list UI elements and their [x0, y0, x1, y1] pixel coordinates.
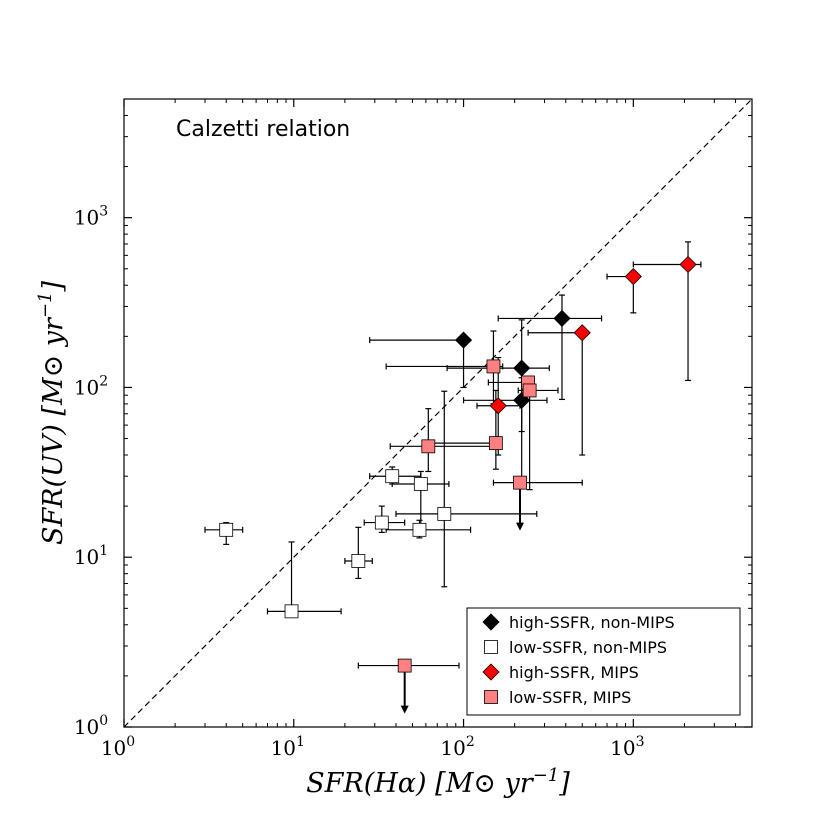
data-point-diamond	[553, 309, 571, 327]
legend: high-SSFR, non-MIPS low-SSFR, non-MIPS hig…	[466, 607, 741, 716]
x-tick-label: 103	[610, 734, 644, 760]
data-point-diamond	[489, 397, 507, 415]
legend-label: high-SSFR, MIPS	[509, 663, 639, 682]
data-point-square	[513, 475, 527, 490]
data-point-square	[522, 383, 537, 398]
data-point-square	[397, 658, 412, 673]
legend-item: high-SSFR, MIPS	[482, 663, 639, 682]
error-bars	[369, 337, 467, 389]
data-point-square	[385, 469, 400, 484]
data-point-square	[374, 515, 389, 530]
x-axis-label: SFR(Hα) [M⊙ yr−1]	[306, 765, 570, 799]
data-point-square	[437, 506, 452, 521]
error-bars	[492, 479, 583, 531]
legend-square-marker	[484, 690, 498, 704]
error-bars	[425, 389, 499, 470]
data-point-diamond	[454, 331, 473, 349]
error-bars	[527, 329, 586, 456]
upper-limit-arrowhead	[515, 522, 524, 531]
x-tick-label: 102	[440, 734, 474, 760]
data-point-square	[421, 439, 436, 454]
axis-label-text: SFR(UV) [M⊙ yr−1]	[35, 280, 69, 545]
data-point-square	[351, 554, 366, 568]
data-point-diamond	[513, 359, 531, 377]
legend-square-marker	[484, 640, 498, 654]
data-point-square	[413, 477, 428, 491]
legend-label: low-SSFR, non-MIPS	[509, 638, 667, 657]
y-tick-label: 102	[74, 373, 108, 399]
legend-box	[466, 607, 741, 716]
error-bars	[497, 294, 603, 401]
error-bars	[395, 390, 538, 588]
legend-item: low-SSFR, MIPS	[484, 688, 631, 707]
error-bars	[266, 541, 342, 615]
legend-item: low-SSFR, non-MIPS	[484, 638, 667, 657]
data-marks	[204, 241, 702, 714]
data-point-square	[219, 522, 234, 537]
data-point-diamond	[624, 267, 642, 286]
upper-limit-arrowhead	[400, 705, 409, 714]
y-axis-label: SFR(UV) [M⊙ yr−1]	[35, 280, 69, 545]
one-to-one-line	[123, 98, 753, 728]
data-point-square	[486, 359, 501, 374]
legend-label: high-SSFR, non-MIPS	[509, 613, 675, 632]
plot-frame	[123, 98, 753, 728]
error-bars	[344, 526, 373, 580]
chart-annotation: Calzetti relation	[176, 117, 350, 142]
data-point-diamond	[573, 324, 591, 342]
data-point-square	[284, 604, 299, 619]
data-point-square	[488, 436, 503, 451]
plot-area	[123, 98, 753, 728]
legend-item: high-SSFR, non-MIPS	[482, 613, 675, 632]
error-bars	[389, 408, 495, 473]
x-tick-label: 101	[271, 734, 305, 760]
y-tick-label: 103	[74, 204, 108, 230]
y-tick-label: 101	[74, 543, 108, 569]
data-point-square	[412, 522, 427, 537]
legend-diamond-marker	[482, 613, 500, 631]
axis-label-text: SFR(Hα) [M⊙ yr−1]	[306, 765, 570, 799]
legend-label: low-SSFR, MIPS	[509, 688, 631, 707]
data-point-diamond	[679, 255, 697, 274]
legend-diamond-marker	[482, 663, 500, 681]
x-tick-label: 100	[101, 734, 135, 760]
